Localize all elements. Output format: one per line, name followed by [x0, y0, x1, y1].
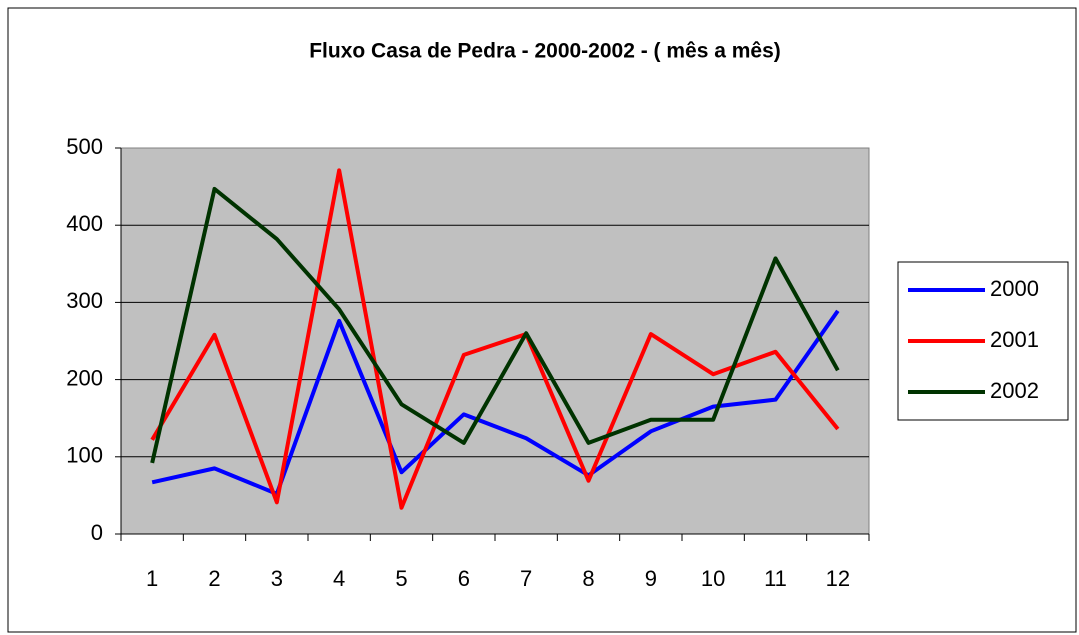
x-tick-label: 11 [764, 566, 787, 591]
x-tick-label: 12 [826, 566, 850, 591]
x-tick-label: 4 [333, 566, 345, 591]
y-tick-label: 400 [66, 211, 103, 236]
x-tick-label: 3 [271, 566, 283, 591]
y-tick-label: 100 [66, 443, 103, 468]
x-tick-label: 7 [520, 566, 532, 591]
chart-title: Fluxo Casa de Pedra - 2000-2002 - ( mês … [309, 40, 781, 63]
x-tick-label: 2 [208, 566, 220, 591]
x-tick-label: 6 [458, 566, 470, 591]
y-tick-label: 300 [66, 288, 103, 313]
legend-label: 2000 [990, 276, 1039, 301]
legend-label: 2001 [990, 327, 1039, 352]
line-series [150, 168, 840, 510]
x-tick-label: 1 [146, 566, 158, 591]
y-tick-label: 0 [91, 520, 103, 545]
x-tick-label: 9 [645, 566, 657, 591]
legend-label: 2002 [990, 378, 1039, 403]
line-series [150, 186, 840, 464]
y-tick-label: 500 [66, 134, 103, 159]
line-series [151, 309, 840, 496]
y-tick-label: 200 [66, 365, 103, 390]
x-tick-label: 10 [701, 566, 725, 591]
x-tick-label: 5 [395, 566, 407, 591]
x-tick-label: 8 [582, 566, 594, 591]
